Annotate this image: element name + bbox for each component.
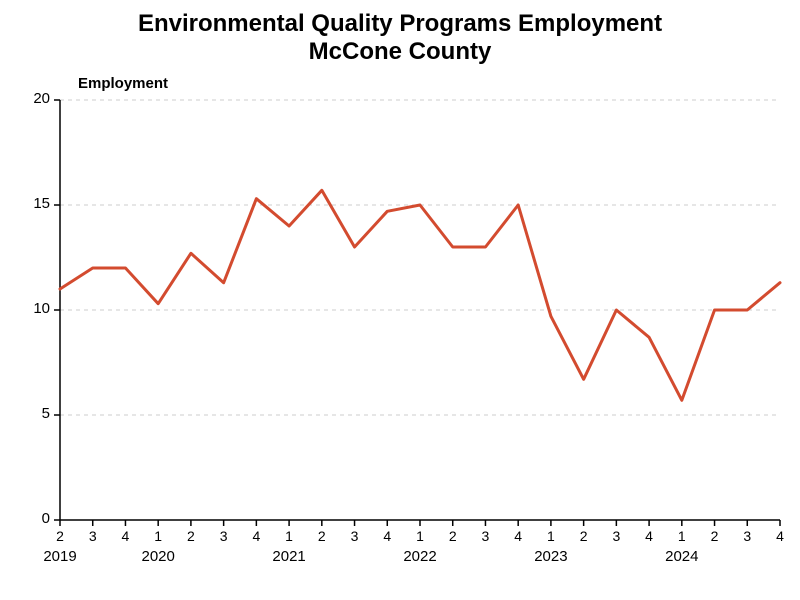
x-quarter-label: 2	[438, 528, 468, 544]
y-tick-label: 20	[0, 90, 50, 107]
x-quarter-label: 3	[470, 528, 500, 544]
x-quarter-label: 1	[667, 528, 697, 544]
x-quarter-label: 1	[143, 528, 173, 544]
x-year-label: 2019	[30, 548, 90, 565]
x-quarter-label: 4	[503, 528, 533, 544]
x-quarter-label: 3	[78, 528, 108, 544]
x-quarter-label: 2	[307, 528, 337, 544]
x-quarter-label: 4	[110, 528, 140, 544]
x-quarter-label: 1	[536, 528, 566, 544]
y-tick-label: 10	[0, 300, 50, 317]
x-year-label: 2021	[259, 548, 319, 565]
x-quarter-label: 1	[274, 528, 304, 544]
chart-container: Environmental Quality Programs Employmen…	[0, 0, 800, 600]
chart-svg	[0, 0, 800, 600]
x-quarter-label: 4	[372, 528, 402, 544]
y-tick-label: 0	[0, 510, 50, 527]
x-quarter-label: 2	[569, 528, 599, 544]
x-quarter-label: 3	[340, 528, 370, 544]
x-year-label: 2022	[390, 548, 450, 565]
y-tick-label: 5	[0, 405, 50, 422]
x-quarter-label: 1	[405, 528, 435, 544]
x-quarter-label: 3	[732, 528, 762, 544]
x-year-label: 2020	[128, 548, 188, 565]
x-quarter-label: 2	[700, 528, 730, 544]
y-tick-label: 15	[0, 195, 50, 212]
x-quarter-label: 2	[176, 528, 206, 544]
x-quarter-label: 3	[209, 528, 239, 544]
x-quarter-label: 4	[634, 528, 664, 544]
x-year-label: 2023	[521, 548, 581, 565]
x-quarter-label: 4	[765, 528, 795, 544]
x-quarter-label: 3	[601, 528, 631, 544]
x-year-label: 2024	[652, 548, 712, 565]
x-quarter-label: 4	[241, 528, 271, 544]
x-quarter-label: 2	[45, 528, 75, 544]
